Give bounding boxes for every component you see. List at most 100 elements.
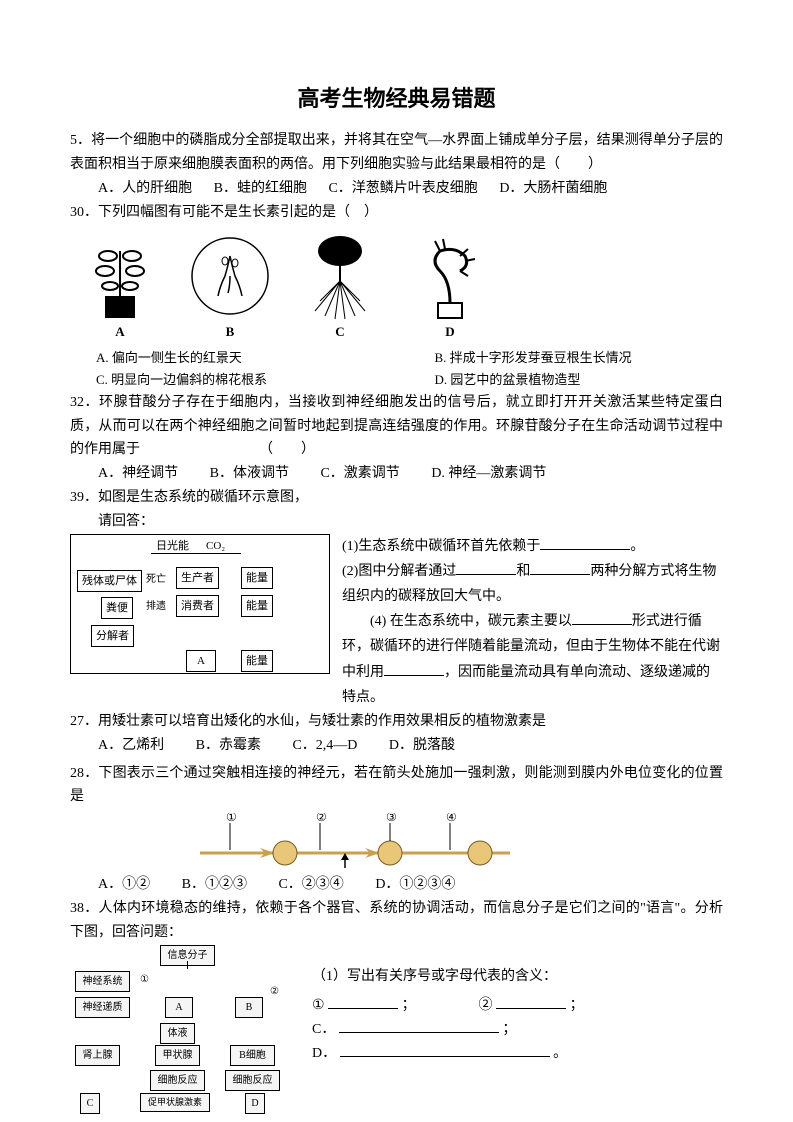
- q38-l2a: C．: [312, 1022, 335, 1037]
- q38-p1: （1）写出有关序号或字母代表的含义：: [312, 965, 723, 989]
- death-label: 死亡: [146, 571, 166, 588]
- q38-answers: （1）写出有关序号或字母代表的含义： ① ； ② ； C． ； D． 。: [312, 945, 723, 1066]
- q32-num: 32．: [70, 395, 99, 410]
- q30-opt-c: C. 明显向一边偏斜的棉花根系: [96, 369, 385, 391]
- q27-num: 27．: [70, 714, 98, 729]
- q39-p1: (1)生态系统中碳循环首先依赖于: [342, 539, 540, 554]
- q39-sub: 请回答：: [70, 510, 723, 534]
- decomposer-box: 分解者: [91, 625, 134, 648]
- q28-opt-d: D．①②③④: [375, 873, 455, 897]
- sig-cr2: 细胞反应: [225, 1070, 280, 1091]
- sig-D: D: [245, 1093, 265, 1114]
- plant-a-icon: [80, 231, 160, 321]
- blank-38-1: [328, 995, 398, 1009]
- waste-box: 粪便: [101, 597, 133, 620]
- q30-num: 30．: [70, 205, 98, 220]
- q28-opt-c: C．②③④: [278, 873, 343, 897]
- q28-text-a: 下图表示三个通过突触相连接的神经元，若在箭头处施加一强刺激，则能测到膜内外电位变…: [70, 766, 723, 805]
- producer-box: 生产者: [176, 567, 219, 590]
- q30-label-b: B: [226, 321, 235, 343]
- neuron-diagram: ① ② ③ ④: [190, 813, 520, 873]
- plant-c-icon: [300, 231, 380, 321]
- q27-opt-b: B．赤霉素: [196, 734, 261, 758]
- q27-opt-a: A．乙烯利: [98, 734, 164, 758]
- page-title: 高考生物经典易错题: [70, 80, 723, 117]
- dead-box: 残体或尸体: [77, 570, 142, 593]
- q39-num: 39．: [70, 490, 98, 505]
- q38-l1b: ； ②: [402, 998, 493, 1013]
- q30-label-a: A: [115, 321, 124, 343]
- sig-reflex: 神经递质: [75, 997, 130, 1018]
- q38-l1a: ①: [312, 998, 325, 1013]
- q32-opt-a: A．神经调节: [98, 462, 178, 486]
- blank-38-d: [340, 1043, 550, 1057]
- svg-text:②: ②: [316, 813, 327, 824]
- q39-p2a: (2)图中分解者通过: [342, 564, 456, 579]
- q38-l3b: 。: [553, 1046, 567, 1061]
- q30-figure: A B C D: [70, 231, 723, 343]
- blank-39-4a: [572, 611, 632, 625]
- q27-block: 27．用矮壮素可以培育出矮化的水仙，与矮壮素的作用效果相反的植物激素是: [70, 710, 723, 734]
- sig-secrete: 促甲状腺激素: [140, 1093, 210, 1112]
- q38-l1c: ；: [570, 998, 584, 1013]
- excrete-label: 排遗: [146, 598, 166, 615]
- sig-cr1: 细胞反应: [150, 1070, 205, 1091]
- sig-C: C: [80, 1093, 100, 1114]
- sig-arrow2: ②: [270, 983, 279, 1000]
- A-box: A: [186, 650, 216, 673]
- q5-num: 5．: [70, 133, 91, 148]
- q39-row: 日光能 CO₂ 残体或尸体 死亡 生产者 能量 粪便 排遗 消费者 能量 分解者…: [70, 534, 723, 710]
- q38-row: 信息分子 神经系统 ① 神经递质 A B ② 体液 肾上腺 甲状腺 B细胞 细胞…: [70, 945, 723, 1115]
- q28-opt-b: B．①②③: [182, 873, 247, 897]
- sig-bcell: B细胞: [230, 1045, 275, 1066]
- q5-text: 将一个细胞中的磷脂成分全部提取出来，并将其在空气—水界面上铺成单分子层，结果测得…: [70, 133, 723, 172]
- q32-opt-b: B．体液调节: [210, 462, 289, 486]
- q38-l2b: ；: [502, 1022, 516, 1037]
- sig-A: A: [165, 997, 193, 1018]
- q30-block: 30．下列四幅图有可能不是生长素引起的是（ ）: [70, 201, 723, 225]
- q30-opt-b: B. 拌成十字形发芽蚕豆根生长情况: [435, 347, 724, 369]
- sig-B: B: [235, 997, 263, 1018]
- energy1-box: 能量: [241, 567, 273, 590]
- sig-nerv: 神经系统: [75, 971, 130, 992]
- q27-opt-d: D．脱落酸: [389, 734, 455, 758]
- q39-p1t: 。: [630, 539, 644, 554]
- q32-block: 32．环腺苷酸分子存在于细胞内，当接收到神经细胞发出的信号后，就立即打开开关激活…: [70, 391, 723, 462]
- energy2-box: 能量: [241, 595, 273, 618]
- q30-label-c: C: [335, 321, 344, 343]
- carbon-cycle-diagram: 日光能 CO₂ 残体或尸体 死亡 生产者 能量 粪便 排遗 消费者 能量 分解者…: [70, 534, 330, 674]
- q30-label-d: D: [445, 321, 454, 343]
- q32-text: 环腺苷酸分子存在于细胞内，当接收到神经细胞发出的信号后，就立即打开开关激活某些特…: [70, 395, 723, 458]
- q5-opt-a: A．人的肝细胞: [98, 177, 192, 201]
- q28-opt-a: A．①②: [98, 873, 150, 897]
- q5-block: 5．将一个细胞中的磷脂成分全部提取出来，并将其在空气—水界面上铺成单分子层，结果…: [70, 129, 723, 177]
- q39-p4a: (4) 在生态系统中，碳元素主要以: [342, 614, 572, 629]
- q5-opt-d: D．大肠杆菌细胞: [499, 177, 607, 201]
- q27-text: 用矮壮素可以培育出矮化的水仙，与矮壮素的作用效果相反的植物激素是: [98, 714, 546, 729]
- blank-39-4b: [384, 662, 444, 676]
- blank-39-2b: [530, 561, 590, 575]
- blank-38-c: [339, 1019, 499, 1033]
- q5-options: A．人的肝细胞 B．蛙的红细胞 C．洋葱鳞片叶表皮细胞 D．大肠杆菌细胞: [70, 177, 723, 201]
- q30-opt-d: D. 园艺中的盆景植物造型: [435, 369, 724, 391]
- sig-arrow1: ①: [140, 971, 149, 988]
- q30-options: A. 偏向一侧生长的红景天 C. 明显向一边偏斜的棉花根系 B. 拌成十字形发芽…: [70, 347, 723, 391]
- energy3-box: 能量: [241, 650, 273, 673]
- q30-text: 下列四幅图有可能不是生长素引起的是（ ）: [98, 205, 378, 220]
- q38-text: 人体内环境稳态的维持，依赖于各个器官、系统的协调活动，而信息分子是它们之间的"语…: [70, 901, 723, 940]
- blank-39-1: [540, 536, 630, 550]
- svg-text:①: ①: [226, 813, 237, 824]
- q38-block: 38．人体内环境稳态的维持，依赖于各个器官、系统的协调活动，而信息分子是它们之间…: [70, 897, 723, 945]
- q27-opt-c: C．2,4—D: [292, 734, 357, 758]
- q32-opt-d: D. 神经—激素调节: [431, 462, 546, 486]
- q32-options: A．神经调节 B．体液调节 C．激素调节 D. 神经—激素调节: [70, 462, 723, 486]
- q5-opt-b: B．蛙的红细胞: [214, 177, 307, 201]
- q39-text: 如图是生态系统的碳循环示意图，: [98, 490, 308, 505]
- q5-opt-c: C．洋葱鳞片叶表皮细胞: [328, 177, 477, 201]
- q39-block: 39．如图是生态系统的碳循环示意图，: [70, 486, 723, 510]
- plant-b-icon: [190, 231, 270, 321]
- sig-thyroid: 甲状腺: [155, 1045, 200, 1066]
- svg-text:④: ④: [446, 813, 457, 824]
- q39-p2b: 和: [516, 564, 530, 579]
- q38-num: 38．: [70, 901, 99, 916]
